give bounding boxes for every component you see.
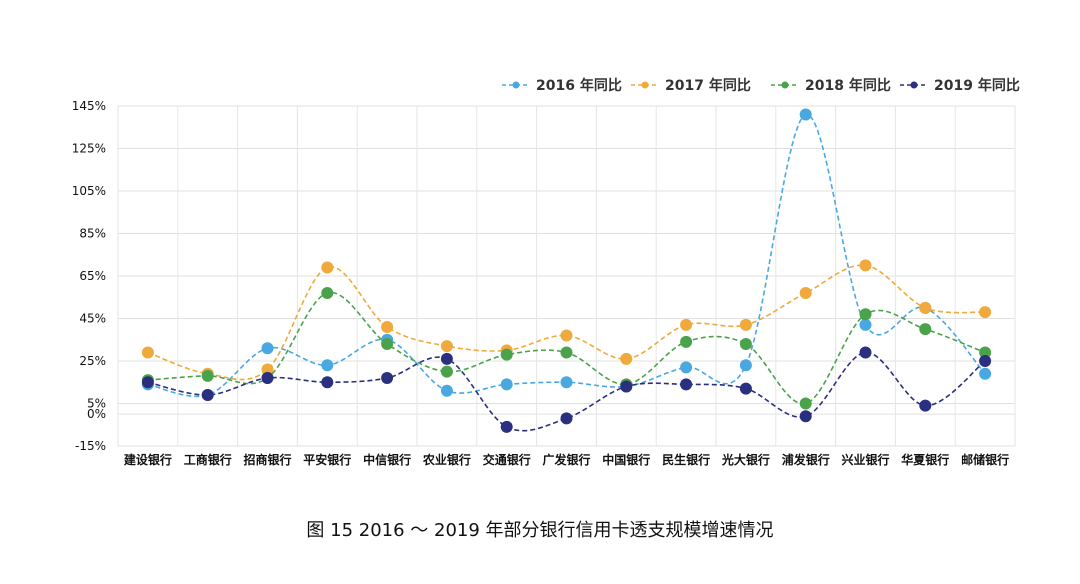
y-tick-label: 25%	[79, 354, 106, 368]
data-point	[560, 376, 573, 389]
chart-caption: 图 15 2016 ～ 2019 年部分银行信用卡透支规模增速情况	[306, 520, 774, 541]
data-point	[440, 384, 453, 397]
data-point	[440, 340, 453, 353]
legend-label: 2018 年同比	[805, 77, 891, 94]
y-tick-label: 105%	[72, 184, 106, 198]
data-point	[979, 367, 992, 380]
data-point	[799, 410, 812, 423]
x-category-label: 邮储银行	[961, 452, 1009, 467]
legend-label: 2019 年同比	[934, 77, 1020, 94]
legend-label: 2016 年同比	[536, 77, 622, 94]
x-category-label: 工商银行	[184, 452, 232, 467]
data-point	[859, 259, 872, 272]
data-point	[381, 338, 394, 350]
data-point	[500, 378, 513, 391]
data-point	[799, 397, 812, 410]
series-line	[147, 264, 986, 381]
line-chart: 145% 125% 105% 85% 65% 45% 25% 5%0% -15% 建设银行 工商银…	[72, 77, 1020, 467]
x-category-label: 平安银行	[303, 452, 351, 467]
y-tick-label: 0%	[87, 407, 106, 421]
data-point	[919, 323, 932, 336]
data-point	[321, 376, 334, 389]
data-point	[859, 308, 872, 321]
x-category-label: 中信银行	[363, 452, 411, 467]
series-2	[141, 259, 992, 381]
data-point	[799, 287, 812, 299]
data-point	[500, 420, 513, 433]
data-point	[560, 346, 573, 359]
data-point	[680, 318, 693, 331]
x-category-label: 建设银行	[123, 452, 172, 467]
y-tick-label: 65%	[79, 269, 106, 283]
x-category-label: 招商银行	[243, 452, 291, 467]
y-tick-label: 145%	[72, 99, 106, 113]
grid-lines	[117, 105, 1016, 447]
x-category-label: 浦发银行	[782, 452, 830, 467]
data-point	[620, 380, 633, 393]
data-point	[919, 301, 932, 314]
legend-marker	[781, 81, 789, 89]
data-point	[680, 335, 693, 348]
data-point	[620, 352, 633, 365]
data-point	[680, 361, 693, 374]
data-point	[321, 359, 334, 372]
data-point	[919, 399, 932, 412]
data-point	[261, 372, 274, 384]
data-point	[321, 287, 334, 299]
x-axis-categories: 建设银行 工商银行 招商银行 平安银行 中信银行 农业银行 交通银行 广发银行 中国银行 民生银行…	[123, 452, 1009, 467]
data-point	[979, 346, 992, 359]
data-point	[560, 329, 573, 342]
data-point	[500, 348, 513, 361]
data-point	[440, 352, 453, 365]
y-tick-label: 5%	[87, 397, 106, 411]
legend: 2016 年同比 2017 年同比 2018 年同比 2019 年同比	[502, 77, 1020, 94]
y-tick-label: 45%	[79, 312, 106, 326]
data-point	[201, 369, 214, 382]
series-group	[141, 108, 992, 433]
y-axis-ticks: 145% 125% 105% 85% 65% 45% 25% 5%0% -15%	[72, 99, 106, 453]
data-point	[381, 372, 394, 384]
data-point	[560, 412, 573, 425]
series-4	[141, 346, 992, 433]
data-point	[381, 321, 394, 333]
legend-item: 2019 年同比	[900, 77, 1020, 94]
legend-marker	[512, 81, 520, 89]
legend-marker	[641, 81, 649, 89]
x-category-label: 民生银行	[662, 452, 710, 467]
x-category-label: 华夏银行	[901, 452, 949, 467]
data-point	[321, 261, 334, 274]
y-tick-label: -15%	[75, 439, 106, 453]
x-category-label: 交通银行	[483, 452, 531, 467]
data-point	[799, 108, 812, 121]
y-tick-label: 125%	[72, 142, 106, 156]
data-point	[680, 378, 693, 391]
data-point	[979, 306, 992, 319]
data-point	[201, 389, 214, 401]
legend-item: 2016 年同比	[502, 77, 622, 94]
x-category-label: 农业银行	[422, 452, 471, 467]
data-point	[739, 338, 752, 350]
data-point	[859, 346, 872, 359]
x-category-label: 兴业银行	[841, 452, 889, 467]
data-point	[141, 376, 154, 389]
legend-marker	[910, 81, 918, 89]
x-category-label: 中国银行	[602, 452, 650, 467]
y-tick-label: 85%	[79, 227, 106, 241]
data-point	[979, 355, 992, 367]
data-point	[739, 318, 752, 331]
data-point	[261, 363, 274, 376]
legend-label: 2017 年同比	[665, 77, 751, 94]
x-category-label: 广发银行	[542, 452, 590, 467]
data-point	[739, 382, 752, 395]
x-category-label: 光大银行	[721, 452, 770, 467]
data-point	[261, 342, 274, 355]
legend-item: 2018 年同比	[771, 77, 891, 94]
data-point	[859, 318, 872, 331]
data-point	[141, 346, 154, 359]
data-point	[440, 365, 453, 378]
data-point	[739, 359, 752, 372]
legend-item: 2017 年同比	[631, 77, 751, 94]
